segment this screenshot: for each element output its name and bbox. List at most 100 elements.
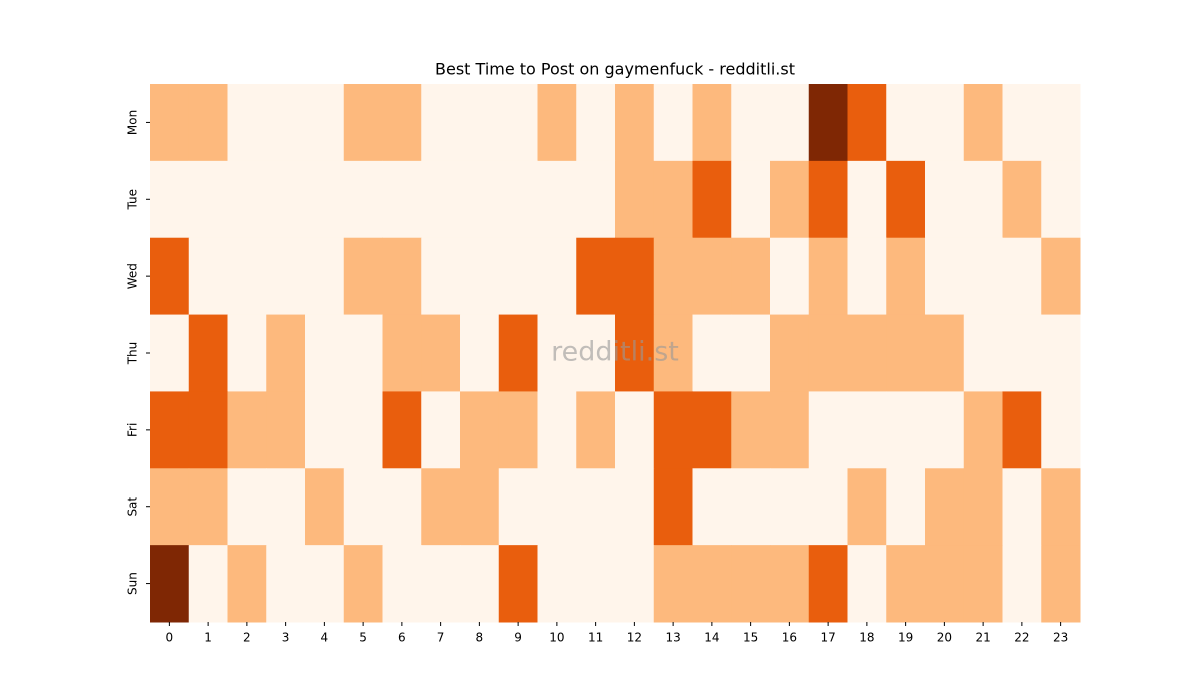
heatmap-cell <box>886 314 926 392</box>
heatmap-cell <box>266 237 306 316</box>
heatmap-cell <box>150 468 190 546</box>
heatmap-cell <box>343 84 383 162</box>
heatmap-cell <box>460 237 500 316</box>
heatmap-cell <box>1041 545 1081 623</box>
y-tick-label: Fri <box>126 423 140 437</box>
heatmap-cell <box>576 237 616 316</box>
heatmap-cell <box>847 391 887 469</box>
heatmap-cell <box>421 314 461 392</box>
heatmap-cell <box>305 237 345 316</box>
heatmap-cell <box>227 545 267 623</box>
heatmap-cell <box>808 391 848 469</box>
heatmap-cell <box>537 314 577 392</box>
heatmap-cell <box>266 545 306 623</box>
heatmap-cell <box>150 160 190 239</box>
heatmap-cell <box>382 545 422 623</box>
heatmap-cell <box>1041 84 1081 162</box>
heatmap-cell <box>150 391 190 469</box>
heatmap-cell <box>1041 237 1081 316</box>
x-tick-label: 0 <box>166 631 174 645</box>
heatmap-cell <box>692 468 732 546</box>
heatmap-cell <box>1041 160 1081 239</box>
heatmap-cell <box>731 237 771 316</box>
chart-title: Best Time to Post on gaymenfuck - reddit… <box>435 60 795 79</box>
heatmap-cell <box>227 160 267 239</box>
heatmap-cell <box>925 314 965 392</box>
heatmap-cell <box>227 84 267 162</box>
heatmap-cell <box>305 468 345 546</box>
heatmap-cell <box>770 237 810 316</box>
heatmap-cell <box>692 237 732 316</box>
x-tick-label: 21 <box>975 631 990 645</box>
heatmap-cell <box>925 468 965 546</box>
heatmap-cell <box>537 545 577 623</box>
heatmap-cell <box>808 468 848 546</box>
heatmap-cell <box>460 468 500 546</box>
heatmap-cell <box>653 314 693 392</box>
x-tick-label: 18 <box>859 631 874 645</box>
heatmap-cell <box>498 545 538 623</box>
heatmap-cell <box>1002 314 1042 392</box>
heatmap-cell <box>886 237 926 316</box>
heatmap-cell <box>227 237 267 316</box>
x-tick-label: 23 <box>1053 631 1068 645</box>
heatmap-cell <box>1041 391 1081 469</box>
x-tick-label: 17 <box>820 631 835 645</box>
heatmap-cell <box>421 468 461 546</box>
heatmap-cell <box>343 391 383 469</box>
heatmap-cell <box>808 314 848 392</box>
y-tick-label: Thu <box>126 342 140 366</box>
heatmap-cell <box>382 314 422 392</box>
heatmap-cell <box>808 160 848 239</box>
heatmap-cell <box>421 84 461 162</box>
heatmap-cell <box>847 160 887 239</box>
heatmap-cell <box>382 391 422 469</box>
heatmap-cell <box>266 391 306 469</box>
heatmap-cell <box>653 545 693 623</box>
heatmap-cell <box>537 237 577 316</box>
heatmap-cell <box>498 160 538 239</box>
heatmap-cell <box>847 237 887 316</box>
heatmap-cell <box>537 468 577 546</box>
heatmap-cell <box>925 391 965 469</box>
heatmap-cell <box>305 545 345 623</box>
heatmap-cell <box>1002 237 1042 316</box>
heatmap-cell <box>576 84 616 162</box>
heatmap-cell <box>498 237 538 316</box>
heatmap-cell <box>808 237 848 316</box>
heatmap-cell <box>770 391 810 469</box>
heatmap-cell <box>653 84 693 162</box>
x-tick-label: 12 <box>627 631 642 645</box>
heatmap-cell <box>770 84 810 162</box>
heatmap-cell <box>925 160 965 239</box>
heatmap-cell <box>615 314 655 392</box>
heatmap-cell <box>731 84 771 162</box>
heatmap-cell <box>847 314 887 392</box>
x-tick-label: 10 <box>549 631 564 645</box>
heatmap-cell <box>305 160 345 239</box>
heatmap-cell <box>1002 391 1042 469</box>
heatmap-cell <box>692 545 732 623</box>
heatmap-cell <box>382 84 422 162</box>
heatmap-cell <box>731 160 771 239</box>
heatmap-cell <box>266 84 306 162</box>
heatmap-cell <box>266 314 306 392</box>
heatmap-cell <box>770 160 810 239</box>
heatmap-cell <box>770 545 810 623</box>
heatmap-cell <box>150 237 190 316</box>
heatmap-cell <box>227 314 267 392</box>
heatmap-cell <box>150 84 190 162</box>
heatmap-cell <box>460 84 500 162</box>
heatmap-cell <box>576 391 616 469</box>
heatmap-cell <box>576 314 616 392</box>
x-tick-label: 6 <box>398 631 406 645</box>
heatmap-cell <box>576 468 616 546</box>
heatmap-cell <box>266 160 306 239</box>
x-tick-label: 5 <box>359 631 367 645</box>
heatmap-cell <box>421 391 461 469</box>
heatmap-cell <box>731 314 771 392</box>
x-tick-label: 1 <box>204 631 212 645</box>
heatmap-cell <box>615 391 655 469</box>
heatmap-cell <box>188 545 228 623</box>
